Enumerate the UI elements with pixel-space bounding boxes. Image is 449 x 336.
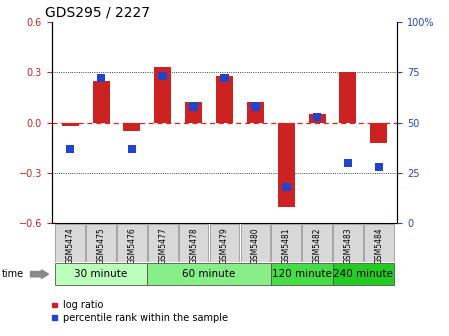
Text: 60 minute: 60 minute bbox=[182, 269, 236, 279]
Bar bbox=[271, 263, 333, 285]
Bar bbox=[123, 123, 141, 131]
Bar bbox=[374, 163, 383, 171]
Bar bbox=[189, 102, 198, 111]
Text: log ratio: log ratio bbox=[63, 300, 103, 310]
Bar bbox=[220, 74, 229, 82]
Bar bbox=[247, 102, 264, 123]
Bar bbox=[282, 183, 291, 191]
Bar bbox=[241, 224, 270, 262]
Text: GSM5476: GSM5476 bbox=[128, 227, 136, 264]
Text: GSM5481: GSM5481 bbox=[282, 227, 291, 264]
Bar bbox=[271, 224, 301, 262]
Bar bbox=[370, 123, 387, 143]
Bar bbox=[154, 67, 171, 123]
Text: time: time bbox=[2, 269, 24, 279]
Bar bbox=[117, 224, 147, 262]
Text: GSM5477: GSM5477 bbox=[158, 227, 167, 264]
Text: GSM5483: GSM5483 bbox=[343, 227, 352, 264]
Bar bbox=[308, 114, 326, 123]
Text: 240 minute: 240 minute bbox=[334, 269, 393, 279]
Text: GSM5479: GSM5479 bbox=[220, 227, 229, 264]
Text: GSM5474: GSM5474 bbox=[66, 227, 75, 264]
Bar bbox=[128, 145, 136, 153]
Bar bbox=[185, 102, 202, 123]
Text: percentile rank within the sample: percentile rank within the sample bbox=[63, 312, 228, 323]
Bar bbox=[55, 263, 147, 285]
Bar bbox=[216, 76, 233, 123]
Text: GDS295 / 2227: GDS295 / 2227 bbox=[45, 5, 150, 19]
Text: GSM5475: GSM5475 bbox=[97, 227, 106, 264]
Bar bbox=[148, 224, 177, 262]
Bar bbox=[364, 224, 394, 262]
Bar bbox=[278, 123, 295, 207]
Text: GSM5482: GSM5482 bbox=[313, 227, 321, 264]
Bar bbox=[343, 159, 352, 167]
Bar bbox=[333, 263, 394, 285]
Bar bbox=[251, 102, 260, 111]
Bar bbox=[333, 224, 363, 262]
Bar bbox=[158, 72, 167, 80]
Bar bbox=[92, 81, 110, 123]
Bar bbox=[147, 263, 271, 285]
Bar bbox=[210, 224, 239, 262]
Bar bbox=[313, 113, 321, 121]
Text: GSM5478: GSM5478 bbox=[189, 227, 198, 264]
Bar bbox=[302, 224, 332, 262]
Bar bbox=[55, 224, 85, 262]
Text: GSM5480: GSM5480 bbox=[251, 227, 260, 264]
Bar bbox=[339, 72, 357, 123]
Text: 120 minute: 120 minute bbox=[272, 269, 332, 279]
Bar bbox=[97, 74, 106, 82]
Bar bbox=[179, 224, 208, 262]
Text: 30 minute: 30 minute bbox=[75, 269, 128, 279]
Text: GSM5484: GSM5484 bbox=[374, 227, 383, 264]
Bar bbox=[66, 145, 75, 153]
Bar bbox=[86, 224, 116, 262]
Bar bbox=[62, 123, 79, 126]
